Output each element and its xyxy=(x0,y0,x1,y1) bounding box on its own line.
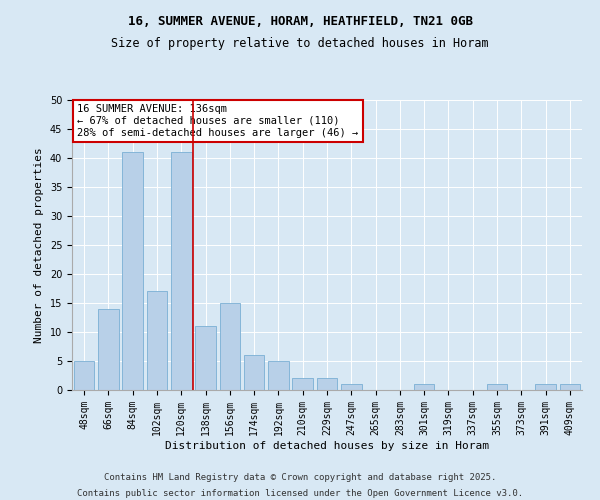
Bar xyxy=(487,384,508,390)
Text: 16, SUMMER AVENUE, HORAM, HEATHFIELD, TN21 0GB: 16, SUMMER AVENUE, HORAM, HEATHFIELD, TN… xyxy=(128,15,473,28)
Text: Contains public sector information licensed under the Open Government Licence v3: Contains public sector information licen… xyxy=(77,488,523,498)
Bar xyxy=(195,326,216,390)
X-axis label: Distribution of detached houses by size in Horam: Distribution of detached houses by size … xyxy=(165,440,489,450)
Bar xyxy=(414,384,434,390)
Bar xyxy=(292,378,313,390)
Y-axis label: Number of detached properties: Number of detached properties xyxy=(34,147,44,343)
Bar xyxy=(74,361,94,390)
Bar xyxy=(317,378,337,390)
Bar xyxy=(535,384,556,390)
Bar xyxy=(98,309,119,390)
Bar xyxy=(171,152,191,390)
Bar xyxy=(244,355,265,390)
Bar xyxy=(220,303,240,390)
Text: Contains HM Land Registry data © Crown copyright and database right 2025.: Contains HM Land Registry data © Crown c… xyxy=(104,474,496,482)
Bar xyxy=(341,384,362,390)
Bar xyxy=(146,292,167,390)
Bar xyxy=(268,361,289,390)
Bar xyxy=(122,152,143,390)
Text: Size of property relative to detached houses in Horam: Size of property relative to detached ho… xyxy=(111,38,489,51)
Bar xyxy=(560,384,580,390)
Text: 16 SUMMER AVENUE: 136sqm
← 67% of detached houses are smaller (110)
28% of semi-: 16 SUMMER AVENUE: 136sqm ← 67% of detach… xyxy=(77,104,358,138)
